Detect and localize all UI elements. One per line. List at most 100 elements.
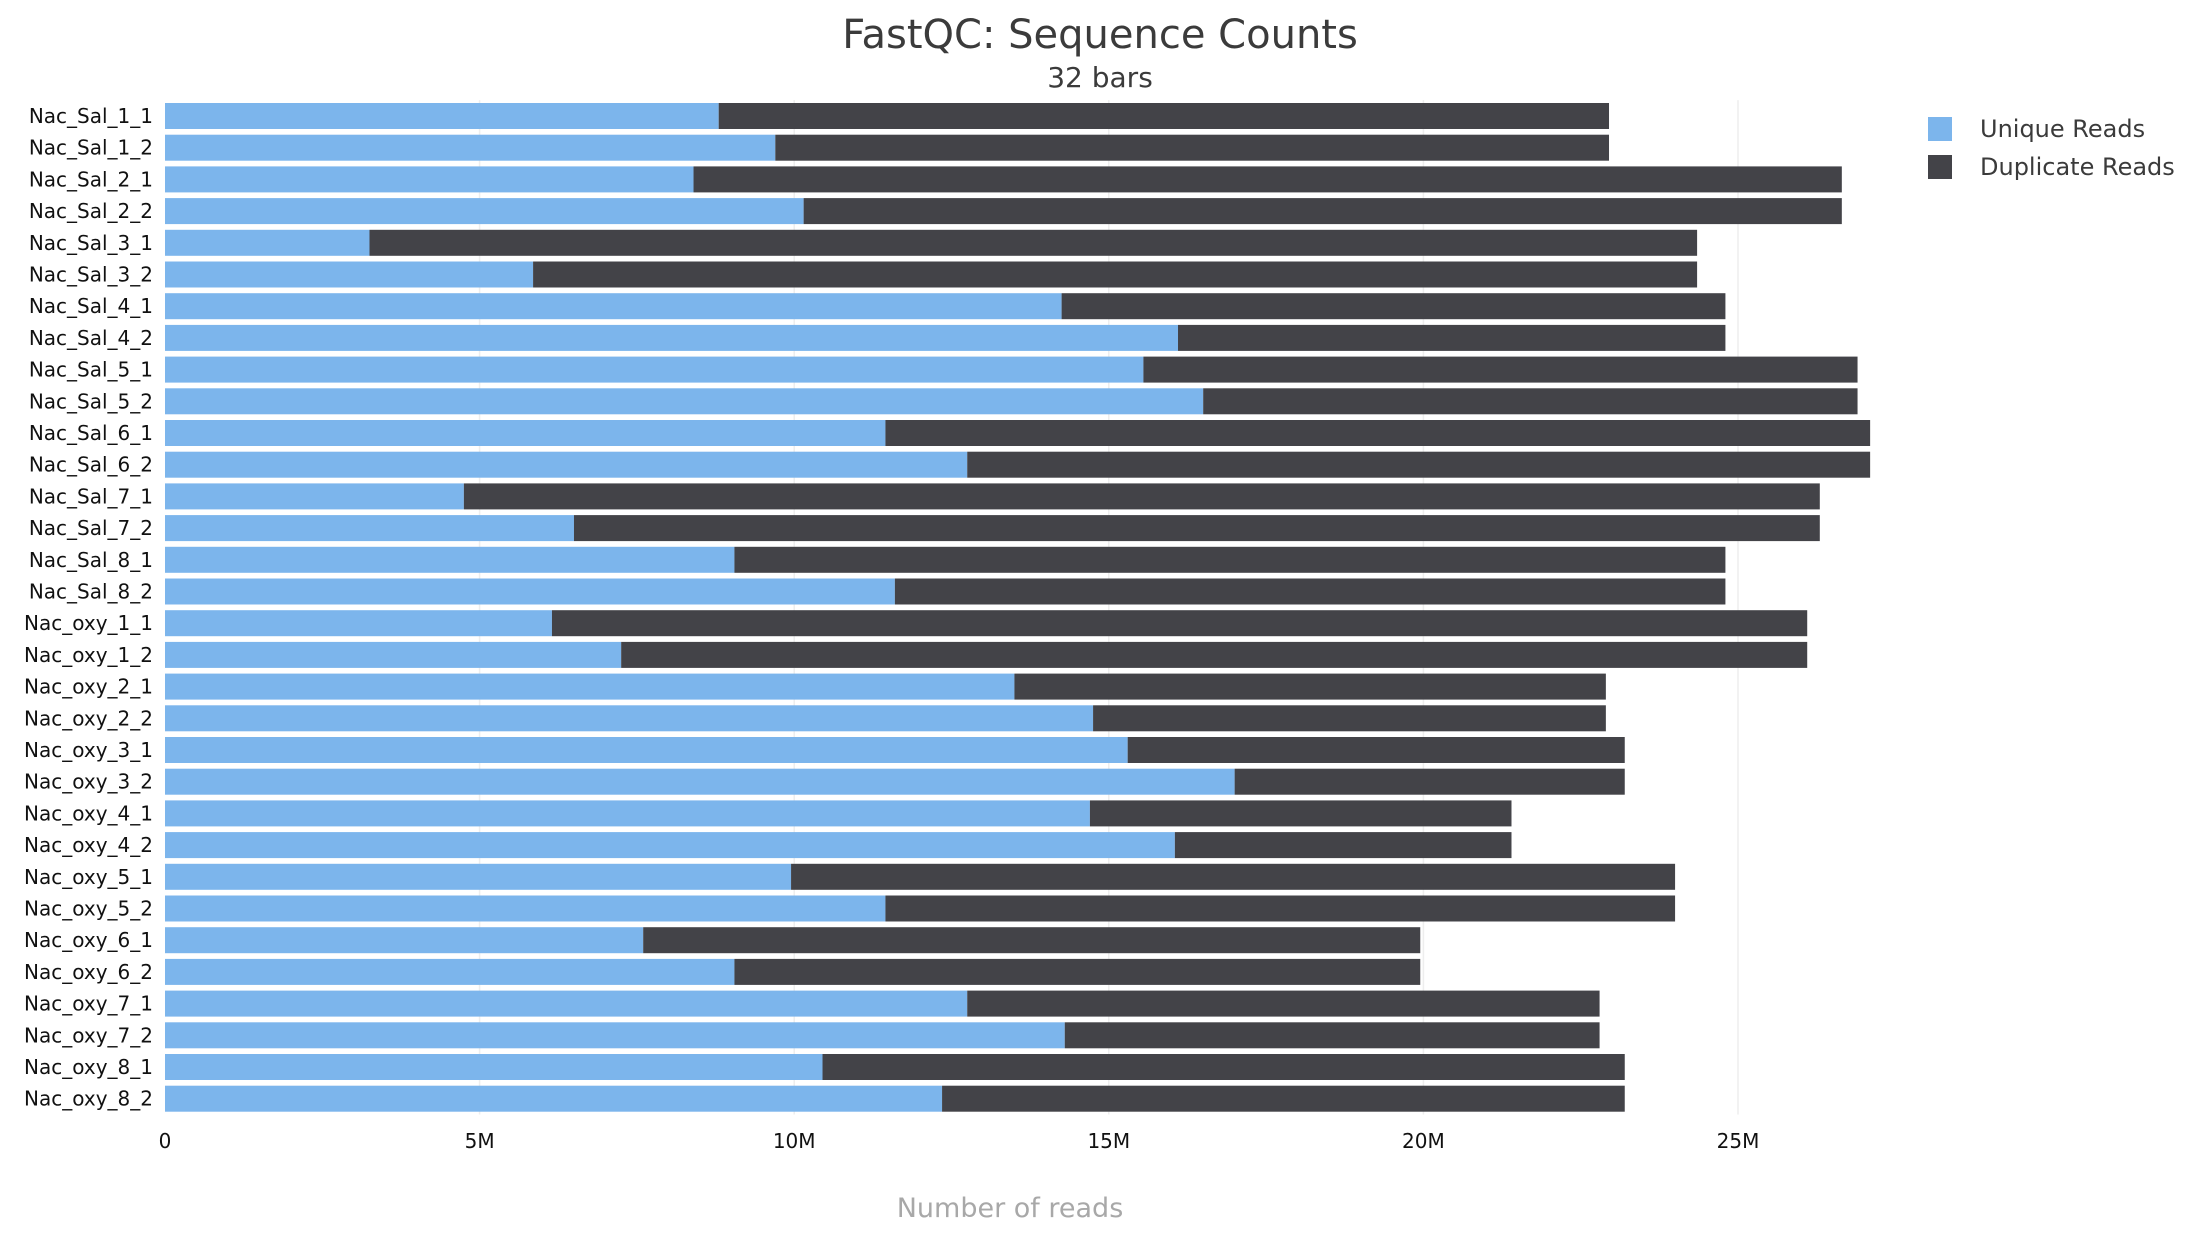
duplicate-reads-bar[interactable] (643, 927, 1421, 954)
unique-reads-bar[interactable] (165, 958, 735, 985)
unique-reads-bar[interactable] (165, 229, 370, 256)
category-label: Nac_oxy_5_1 (24, 865, 153, 889)
duplicate-reads-bar[interactable] (885, 420, 1871, 446)
unique-reads-bar[interactable] (165, 420, 886, 446)
category-label: Nac_oxy_8_1 (24, 1055, 153, 1079)
category-label: Nac_Sal_3_2 (29, 263, 153, 287)
category-label: Nac_oxy_2_2 (24, 706, 153, 730)
duplicate-reads-bar[interactable] (791, 863, 1676, 890)
x-tick-label: 5M (465, 1129, 495, 1153)
category-label: Nac_Sal_8_2 (29, 580, 153, 604)
duplicate-reads-bar[interactable] (734, 546, 1726, 573)
unique-reads-bar[interactable] (165, 1022, 1065, 1049)
unique-reads-bar[interactable] (165, 451, 968, 478)
duplicate-reads-bar[interactable] (1127, 737, 1625, 763)
unique-reads-bar[interactable] (165, 578, 895, 605)
x-tick-label: 10M (773, 1129, 816, 1153)
unique-reads-bar[interactable] (165, 832, 1175, 859)
category-label: Nac_Sal_2_1 (29, 167, 153, 191)
duplicate-reads-bar[interactable] (573, 515, 1820, 542)
legend-label-unique-reads[interactable]: Unique Reads (1980, 115, 2145, 143)
unique-reads-bar[interactable] (165, 705, 1094, 732)
unique-reads-bar[interactable] (165, 610, 552, 637)
duplicate-reads-bar[interactable] (369, 229, 1698, 256)
unique-reads-bar[interactable] (165, 737, 1128, 763)
unique-reads-bar[interactable] (165, 293, 1062, 320)
duplicate-reads-bar[interactable] (463, 483, 1820, 510)
unique-reads-bar[interactable] (165, 166, 694, 193)
duplicate-reads-bar[interactable] (551, 610, 1808, 637)
category-label: Nac_Sal_3_1 (29, 231, 153, 255)
category-label: Nac_oxy_1_1 (24, 611, 153, 635)
unique-reads-bar[interactable] (165, 546, 735, 573)
duplicate-reads-bar[interactable] (942, 1085, 1625, 1112)
legend-swatch-unique-reads[interactable] (1928, 117, 1952, 141)
duplicate-reads-bar[interactable] (533, 261, 1698, 288)
unique-reads-bar[interactable] (165, 641, 622, 668)
category-label: Nac_Sal_2_2 (29, 199, 153, 223)
duplicate-reads-bar[interactable] (718, 103, 1610, 129)
category-label: Nac_Sal_7_1 (29, 484, 153, 508)
category-label: Nac_Sal_1_1 (29, 104, 153, 128)
unique-reads-bar[interactable] (165, 261, 534, 288)
duplicate-reads-bar[interactable] (1089, 800, 1512, 827)
unique-reads-bar[interactable] (165, 1054, 823, 1080)
duplicate-reads-bar[interactable] (621, 641, 1808, 668)
duplicate-reads-bar[interactable] (885, 895, 1676, 922)
duplicate-reads-bar[interactable] (775, 134, 1610, 161)
unique-reads-bar[interactable] (165, 483, 464, 510)
duplicate-reads-bar[interactable] (894, 578, 1726, 605)
duplicate-reads-bar[interactable] (693, 166, 1842, 193)
category-label: Nac_Sal_5_1 (29, 358, 153, 382)
category-label: Nac_Sal_8_1 (29, 548, 153, 572)
duplicate-reads-bar[interactable] (803, 198, 1842, 225)
duplicate-reads-bar[interactable] (1178, 324, 1726, 351)
unique-reads-bar[interactable] (165, 863, 792, 890)
duplicate-reads-bar[interactable] (1064, 1022, 1600, 1049)
duplicate-reads-bar[interactable] (822, 1054, 1625, 1080)
unique-reads-bar[interactable] (165, 103, 719, 129)
duplicate-reads-bar[interactable] (967, 990, 1600, 1017)
unique-reads-bar[interactable] (165, 356, 1144, 383)
category-label: Nac_Sal_5_2 (29, 389, 153, 413)
unique-reads-bar[interactable] (165, 1085, 943, 1112)
legend-label-duplicate-reads[interactable]: Duplicate Reads (1980, 153, 2175, 181)
category-label: Nac_oxy_7_2 (24, 1023, 153, 1047)
duplicate-reads-bar[interactable] (1203, 388, 1858, 415)
category-label: Nac_oxy_1_2 (24, 643, 153, 667)
category-label: Nac_oxy_6_2 (24, 960, 153, 984)
unique-reads-bar[interactable] (165, 515, 574, 542)
category-label: Nac_oxy_3_2 (24, 770, 153, 794)
unique-reads-bar[interactable] (165, 673, 1015, 700)
duplicate-reads-bar[interactable] (734, 958, 1421, 985)
legend-swatch-duplicate-reads[interactable] (1928, 155, 1952, 179)
category-label: Nac_oxy_4_2 (24, 833, 153, 857)
duplicate-reads-bar[interactable] (1093, 705, 1606, 732)
duplicate-reads-bar[interactable] (967, 451, 1871, 478)
unique-reads-bar[interactable] (165, 800, 1090, 827)
unique-reads-bar[interactable] (165, 768, 1235, 795)
bar-series (165, 103, 1871, 1112)
unique-reads-bar[interactable] (165, 388, 1204, 415)
category-label: Nac_Sal_6_2 (29, 453, 153, 477)
unique-reads-bar[interactable] (165, 895, 886, 922)
duplicate-reads-bar[interactable] (1014, 673, 1606, 700)
unique-reads-bar[interactable] (165, 990, 968, 1017)
category-label: Nac_Sal_4_2 (29, 326, 153, 350)
unique-reads-bar[interactable] (165, 927, 644, 954)
duplicate-reads-bar[interactable] (1061, 293, 1726, 320)
duplicate-reads-bar[interactable] (1174, 832, 1512, 859)
unique-reads-bar[interactable] (165, 324, 1179, 351)
category-label: Nac_oxy_8_2 (24, 1087, 153, 1111)
duplicate-reads-bar[interactable] (1234, 768, 1625, 795)
category-label: Nac_Sal_6_1 (29, 421, 153, 445)
category-label: Nac_oxy_4_1 (24, 801, 153, 825)
chart-title: FastQC: Sequence Counts (842, 12, 1358, 58)
unique-reads-bar[interactable] (165, 198, 804, 225)
x-axis-label: Number of reads (897, 1193, 1124, 1224)
y-axis: Nac_Sal_1_1 Nac_Sal_1_2 Nac_Sal_2_1 Nac_Sal… (24, 104, 153, 1111)
category-label: Nac_Sal_1_2 (29, 136, 153, 160)
duplicate-reads-bar[interactable] (1143, 356, 1858, 383)
unique-reads-bar[interactable] (165, 134, 776, 161)
